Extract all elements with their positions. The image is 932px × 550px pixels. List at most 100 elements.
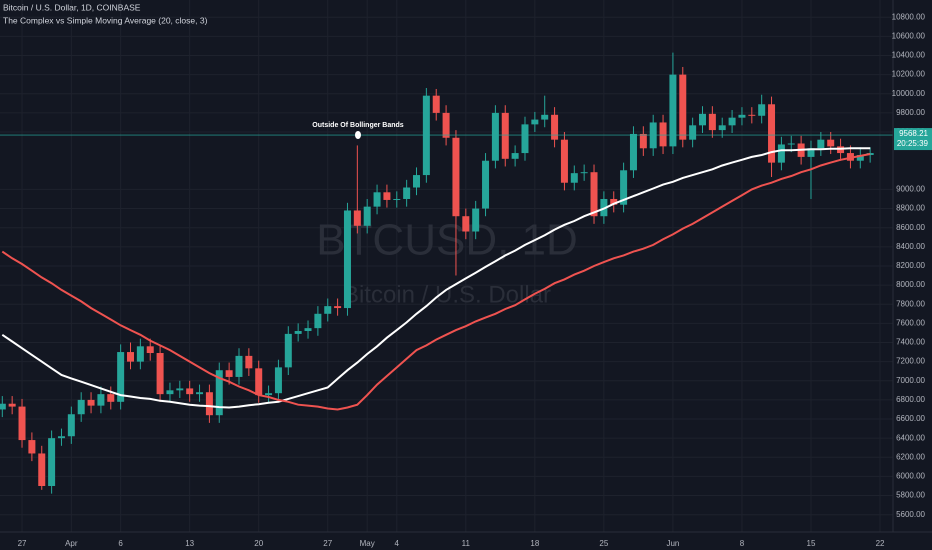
candle-body [97,394,105,406]
y-tick-label: 7400.00 [896,338,925,347]
candle-body [304,328,312,332]
candle-body [274,367,282,394]
y-tick-label: 10000.00 [892,89,926,98]
candle-body [768,104,776,163]
y-tick-label: 7800.00 [896,299,925,308]
y-tick-label: 10600.00 [892,31,926,40]
candle-body [472,208,480,232]
moving-average-line [1,153,871,411]
y-tick-label: 6000.00 [896,472,925,481]
candle-body [807,148,815,157]
candle-body [452,137,460,217]
x-tick-label: 22 [876,539,885,548]
y-tick-label: 7200.00 [896,357,925,366]
candle-body [57,436,65,439]
x-tick-label: 4 [395,539,400,548]
y-tick-label: 6200.00 [896,452,925,461]
candle-body [225,370,233,377]
candle-body [363,206,371,226]
candle-body [196,392,204,395]
candle-body [324,306,332,314]
candle-body [284,333,292,368]
chart-title: Bitcoin / U.S. Dollar, 1D, COINBASE [3,2,141,12]
indicator-title: The Complex vs Simple Moving Average (20… [3,15,208,25]
moving-average-line [1,147,871,409]
candle-body [18,406,26,441]
candle-body [205,392,213,416]
candle-body [699,113,707,126]
candle-body [669,74,677,147]
y-tick-label: 9000.00 [896,185,925,194]
plot [0,52,893,494]
candle-body [48,438,56,486]
annotation-marker [355,131,361,139]
candle-body [639,133,647,149]
candle-body [186,388,194,395]
candle-body [255,368,263,396]
y-tick-label: 10200.00 [892,70,926,79]
candle-body [718,125,726,131]
candle-body [77,399,85,415]
candle-body [294,331,302,334]
candle-body [462,216,470,232]
candle-body [373,192,381,207]
candle-body [748,114,756,116]
candle-body [87,399,95,406]
candle-body [610,198,618,205]
x-tick-label: May [360,539,375,548]
candle-body [442,112,450,138]
candle-body [28,440,36,454]
candle-body [620,170,628,205]
candle-body [580,172,588,174]
candle-body [827,139,835,147]
axes: 5600.00 5800.00 6000.00 6200.00 6400.00 6600.… [18,12,932,548]
y-tick-label: 8800.00 [896,204,925,213]
candle-body [334,306,342,309]
candle-body [679,74,687,140]
candle-body [777,144,785,163]
candle-body [541,114,549,120]
x-tick-label: 13 [185,539,194,548]
candle-body [8,403,16,407]
watermark-subtitle: Bitcoin / U.S. Dollar [343,281,551,308]
candle-body [511,153,519,159]
candle-body [856,154,864,161]
candle-body [560,139,568,183]
x-tick-label: 18 [530,539,539,548]
candle-body [758,104,766,116]
candle-body [0,403,6,410]
candle-body [127,352,135,362]
candle-body [728,117,736,126]
y-tick-label: 6600.00 [896,414,925,423]
candle-body [393,198,401,200]
candle-body [353,210,361,226]
candle-body [521,124,529,154]
y-tick-label: 6800.00 [896,395,925,404]
x-tick-label: Jun [666,539,679,548]
x-tick-label: 15 [807,539,816,548]
candle-body [413,175,421,188]
last-price-badge [894,128,932,151]
candle-body [107,394,115,402]
grid [0,0,893,532]
candle-body [67,414,75,437]
candle-body [156,353,164,395]
x-tick-label: Apr [65,539,78,548]
candle-body [659,122,667,147]
x-tick-label: 27 [323,539,332,548]
candle-body [817,139,825,149]
candle-body [501,112,509,159]
y-tick-label: 5800.00 [896,491,925,500]
candle-body [629,133,637,171]
candle-body [491,112,499,161]
candle-body [738,114,746,118]
candle-body [590,172,598,217]
x-tick-label: 20 [254,539,263,548]
candle-body [265,393,273,396]
y-tick-label: 8200.00 [896,261,925,270]
candle-body [570,173,578,183]
candle-body [136,346,144,362]
candle-body [383,192,391,200]
y-tick-label: 9800.00 [896,108,925,117]
candle-body [689,125,697,140]
